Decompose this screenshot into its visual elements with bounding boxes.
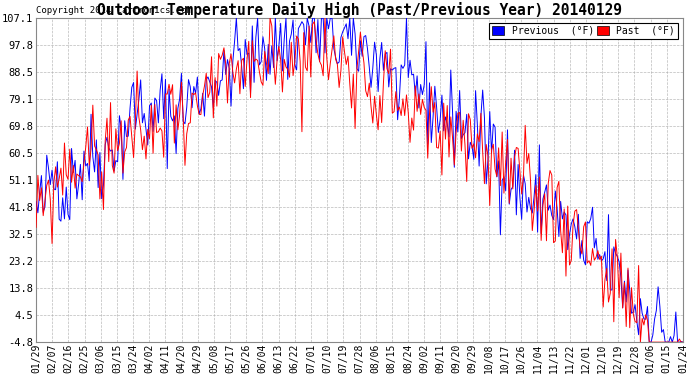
Title: Outdoor Temperature Daily High (Past/Previous Year) 20140129: Outdoor Temperature Daily High (Past/Pre… <box>97 2 622 18</box>
Legend: Previous  (°F), Past  (°F): Previous (°F), Past (°F) <box>489 23 678 39</box>
Text: Copyright 2014 Cartronics.com: Copyright 2014 Cartronics.com <box>36 6 192 15</box>
